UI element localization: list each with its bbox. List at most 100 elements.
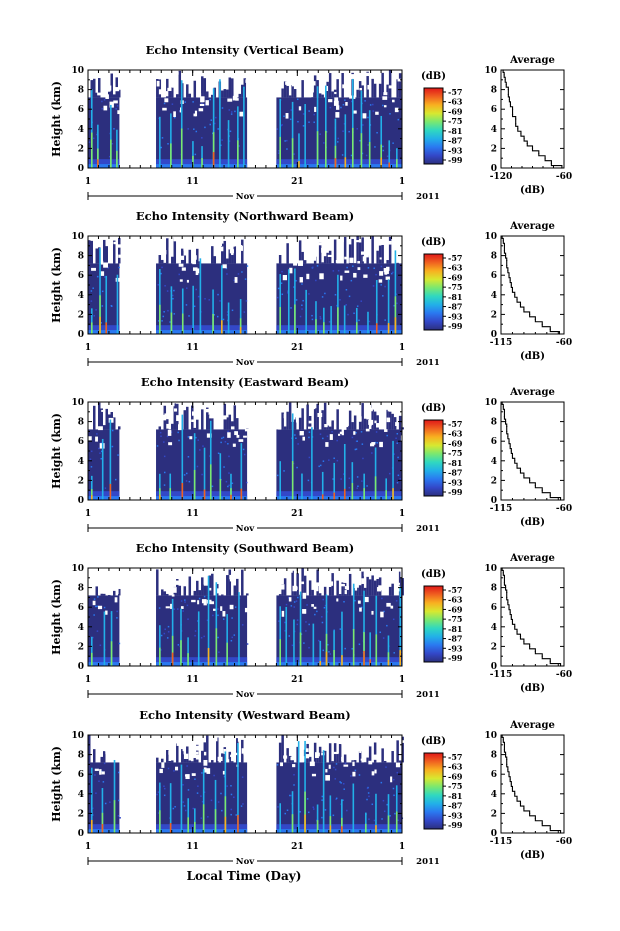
heatmap-cell <box>306 404 309 430</box>
profile-point <box>559 499 562 501</box>
heatmap-no-echo <box>400 571 405 578</box>
heatmap-no-echo <box>378 279 383 283</box>
heatmap-cell <box>286 748 289 763</box>
heatmap-plume <box>316 86 319 168</box>
heatmap-plume-core <box>279 639 281 666</box>
heatmap-no-echo <box>162 107 167 111</box>
heatmap-plume-core <box>333 649 335 666</box>
heatmap-cell <box>398 760 402 763</box>
heatmap-no-echo <box>314 106 317 112</box>
heatmap-speck <box>245 481 248 484</box>
heatmap-plume <box>344 114 347 168</box>
heatmap-no-echo <box>390 605 394 609</box>
heatmap-plume-core <box>360 133 363 168</box>
heatmap-no-echo <box>341 429 344 436</box>
heatmap-speck <box>302 113 305 115</box>
heatmap-cell <box>338 594 342 596</box>
heatmap-no-echo <box>317 412 323 418</box>
colorbar-tick-label: -81 <box>448 126 462 136</box>
heatmap-field <box>88 402 406 500</box>
heatmap-speck <box>295 299 298 301</box>
profile-point <box>514 793 516 795</box>
heatmap-speck <box>163 484 166 486</box>
heatmap-plume <box>351 462 354 500</box>
heatmap-no-echo <box>348 743 352 750</box>
heatmap-speck <box>241 776 244 778</box>
heatmap-plume <box>387 635 390 666</box>
heatmap-cell <box>178 70 182 98</box>
heatmap-no-echo <box>328 420 331 425</box>
heatmap-no-echo <box>238 439 244 442</box>
heatmap-speck <box>284 140 286 142</box>
heatmap-speck <box>321 816 323 819</box>
heatmap-plume-core <box>159 647 161 666</box>
profile-title: Average <box>509 387 555 398</box>
heatmap-cell <box>371 236 374 264</box>
heatmap-cell <box>281 412 284 430</box>
heatmap-cell <box>226 575 229 596</box>
profile-point <box>529 812 531 815</box>
heatmap-plume <box>279 98 281 168</box>
profile-point <box>506 596 508 599</box>
heatmap-speck <box>386 803 388 806</box>
heatmap-cell <box>301 251 304 264</box>
profile-x-label: (dB) <box>520 517 545 528</box>
heatmap-cell <box>328 586 332 596</box>
heatmap-no-echo <box>362 113 367 119</box>
heatmap-no-echo <box>230 426 235 430</box>
heatmap-plume-core <box>394 296 397 334</box>
heatmap-speck <box>104 487 107 489</box>
heatmap-cell <box>331 761 334 763</box>
heatmap-speck <box>289 118 292 121</box>
heatmap-speck <box>292 462 295 465</box>
heatmap-no-echo <box>325 85 329 91</box>
heatmap-no-echo <box>313 606 317 609</box>
heatmap-speck <box>233 279 235 282</box>
heatmap-no-echo <box>230 754 233 758</box>
heatmap-no-echo <box>384 268 389 274</box>
heatmap-plume <box>91 767 93 833</box>
heatmap-background <box>156 263 248 334</box>
heatmap-cell <box>313 408 317 430</box>
heatmap-speck <box>296 466 298 469</box>
heatmap-cell <box>398 73 402 98</box>
heatmap-speck <box>203 595 206 598</box>
heatmap-no-echo <box>171 402 175 407</box>
heatmap-no-echo <box>105 240 111 244</box>
heatmap-no-echo <box>215 588 220 594</box>
colorbar-tick-label: -93 <box>448 145 463 155</box>
heatmap-speck <box>179 110 181 112</box>
month-label: Nov <box>236 192 255 202</box>
heatmap-no-echo <box>115 588 119 595</box>
heatmap-cell <box>226 258 229 264</box>
heatmap-no-echo <box>281 610 285 617</box>
heatmap-low-layer <box>276 657 402 666</box>
heatmap-no-echo <box>243 435 247 438</box>
heatmap-no-echo <box>161 73 165 78</box>
heatmap-plume-core <box>291 814 294 833</box>
heatmap-speck <box>329 653 332 655</box>
heatmap-no-echo <box>301 581 305 585</box>
heatmap-speck <box>217 293 219 296</box>
heatmap-no-echo <box>176 742 179 746</box>
heatmap-speck <box>278 620 280 622</box>
heatmap-speck <box>235 814 237 816</box>
heatmap-no-echo <box>100 271 105 276</box>
heatmap-speck <box>197 439 199 441</box>
heatmap-no-echo <box>167 87 172 92</box>
heatmap-plume <box>110 611 113 666</box>
heatmap-no-echo <box>195 751 199 755</box>
heatmap-plume-core <box>315 319 317 334</box>
profile-point <box>519 470 522 472</box>
heatmap-cell <box>323 402 327 430</box>
heatmap-speck <box>388 472 391 475</box>
heatmap-no-echo <box>312 81 316 86</box>
heatmap-plume-core <box>219 478 222 500</box>
heatmap-cell <box>361 85 364 98</box>
heatmap-speck <box>367 267 370 269</box>
heatmap-plume-core <box>329 816 332 833</box>
heatmap-speck <box>335 798 337 800</box>
profile-point <box>511 621 514 623</box>
heatmap-speck <box>162 315 165 318</box>
heatmap-plume-core <box>374 476 377 500</box>
